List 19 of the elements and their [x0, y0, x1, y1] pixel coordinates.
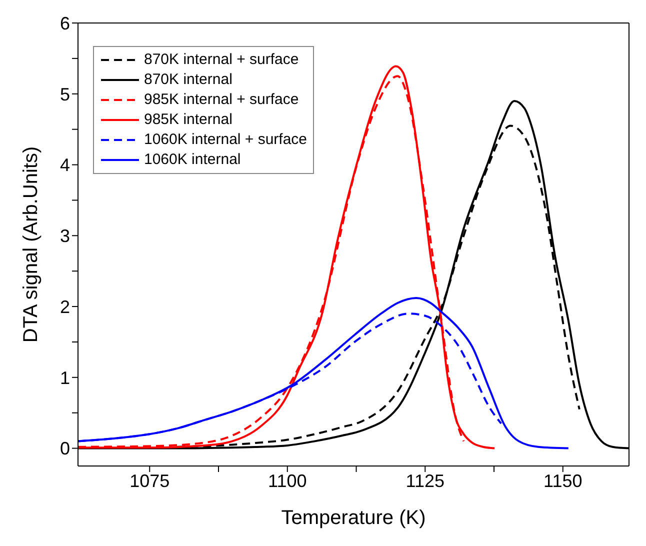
x-tick-label: 1075 [130, 470, 170, 491]
y-axis-title: DTA signal (Arb.Units) [20, 146, 42, 343]
legend-label: 1060K internal + surface [144, 130, 308, 150]
y-tick-label: 1 [60, 368, 70, 388]
y-tick-label: 2 [60, 296, 70, 317]
x-tick-label: 1100 [268, 470, 307, 491]
y-tick-label: 5 [60, 84, 70, 104]
legend-label: 1060K internal [144, 150, 241, 170]
legend-label: 870K internal + surface [144, 50, 299, 70]
legend-label: 985K internal + surface [144, 90, 299, 110]
x-tick-label: 1150 [544, 470, 582, 491]
x-axis-title: Temperature (K) [281, 507, 426, 529]
y-tick-label: 3 [60, 226, 70, 246]
y-tick-label: 6 [60, 13, 70, 34]
y-tick-label: 0 [60, 438, 70, 459]
legend-label: 985K internal [144, 110, 232, 130]
y-tick-label: 4 [60, 155, 70, 176]
legend-label: 870K internal [144, 70, 232, 90]
x-tick-label: 1125 [406, 470, 444, 491]
